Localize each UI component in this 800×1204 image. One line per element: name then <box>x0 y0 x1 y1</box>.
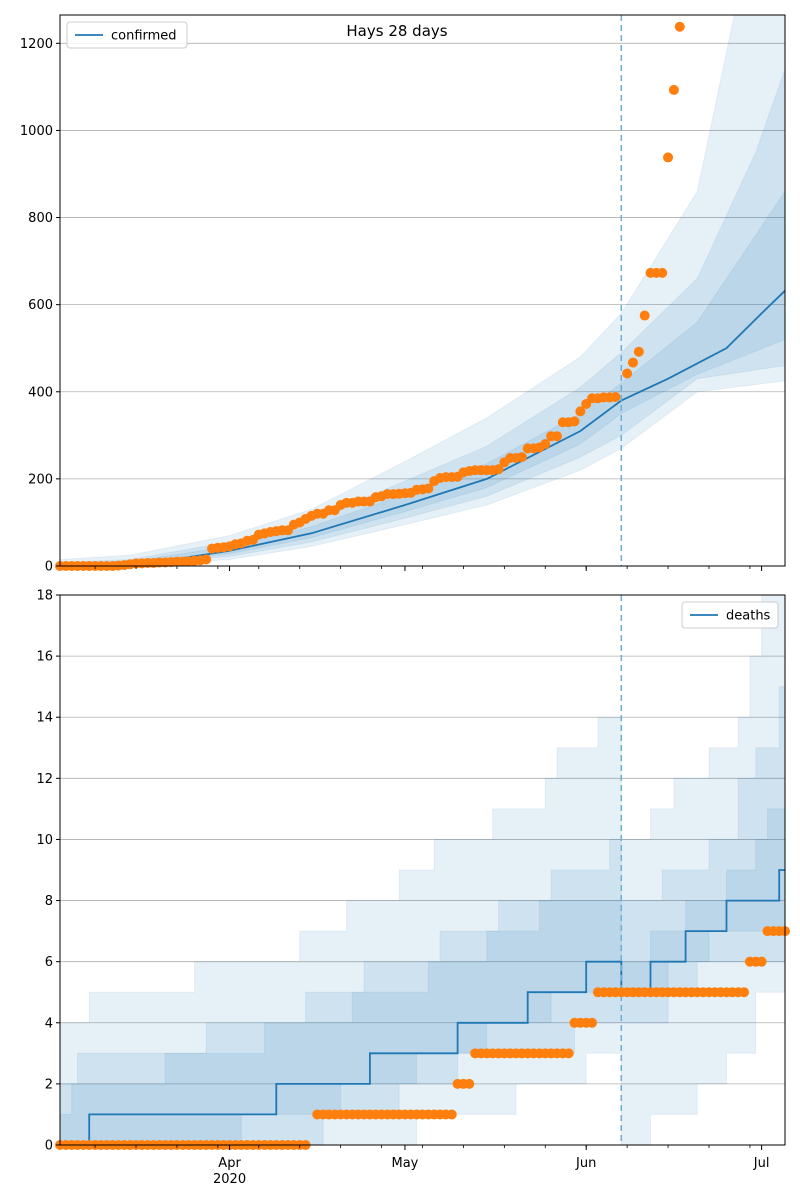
legend: deaths <box>681 601 779 629</box>
observed-point <box>674 21 685 32</box>
observed-point <box>540 439 551 450</box>
observed-point <box>756 956 767 967</box>
observed-point <box>610 391 621 402</box>
observed-point <box>493 464 504 475</box>
model-line-deaths <box>60 869 785 1145</box>
legend: confirmed <box>66 21 188 49</box>
legend-label: confirmed <box>111 29 177 44</box>
y-tick-label: 6 <box>45 955 53 970</box>
confidence-band-1 <box>60 15 785 566</box>
y-tick-label: 14 <box>36 711 53 726</box>
observed-point <box>627 357 638 368</box>
observed-point <box>739 987 750 998</box>
legend-label: deaths <box>726 609 771 624</box>
observed-point <box>516 452 527 463</box>
observed-point <box>423 483 434 494</box>
x-tick-year-label: 2020 <box>213 1172 246 1187</box>
y-tick-label: 8 <box>45 894 53 909</box>
y-tick-label: 800 <box>28 211 53 226</box>
legend-box <box>66 21 188 49</box>
observed-point <box>639 310 650 321</box>
observed-point <box>622 368 633 379</box>
observed-point <box>201 554 212 565</box>
observed-point <box>575 406 586 417</box>
x-tick-label: Jun <box>575 1156 596 1171</box>
confidence-band-2 <box>60 686 785 1145</box>
observed-point <box>569 416 580 427</box>
observed-point <box>551 431 562 442</box>
observed-point <box>663 152 674 163</box>
plot-area <box>60 595 785 1145</box>
y-tick-label: 18 <box>36 589 53 604</box>
confidence-band-1 <box>60 595 785 1145</box>
observed-point <box>633 346 644 357</box>
y-tick-label: 0 <box>45 1139 53 1154</box>
legend-box <box>681 601 779 629</box>
panel-confirmed: 0 200 400 600 800 1000 1200 Hays 28 days confirm… <box>20 14 786 575</box>
observed-point <box>446 1109 457 1120</box>
x-tick-label: Apr <box>218 1156 241 1171</box>
y-tick-label: 4 <box>45 1016 53 1031</box>
y-tick-label: 16 <box>36 650 53 665</box>
observed-point <box>464 1078 475 1089</box>
chart-title: Hays 28 days <box>346 22 447 40</box>
y-tick-label: 2 <box>45 1077 53 1092</box>
y-tick-label: 600 <box>28 298 53 313</box>
x-tick-label: May <box>392 1156 419 1171</box>
x-tick-label: Jul <box>753 1156 770 1171</box>
y-tick-label: 200 <box>28 472 53 487</box>
y-tick-label: 400 <box>28 385 53 400</box>
plot-area <box>60 15 785 566</box>
observed-point <box>563 1048 574 1059</box>
y-tick-label: 12 <box>36 772 53 787</box>
observed-point <box>587 1017 598 1028</box>
y-tick-label: 1000 <box>20 124 53 139</box>
confidence-band-3 <box>60 808 785 1145</box>
y-tick-label: 0 <box>45 560 53 575</box>
y-tick-label: 10 <box>36 833 53 848</box>
observed-point <box>668 84 679 95</box>
y-tick-label: 1200 <box>20 37 53 52</box>
observed-point <box>657 267 668 278</box>
